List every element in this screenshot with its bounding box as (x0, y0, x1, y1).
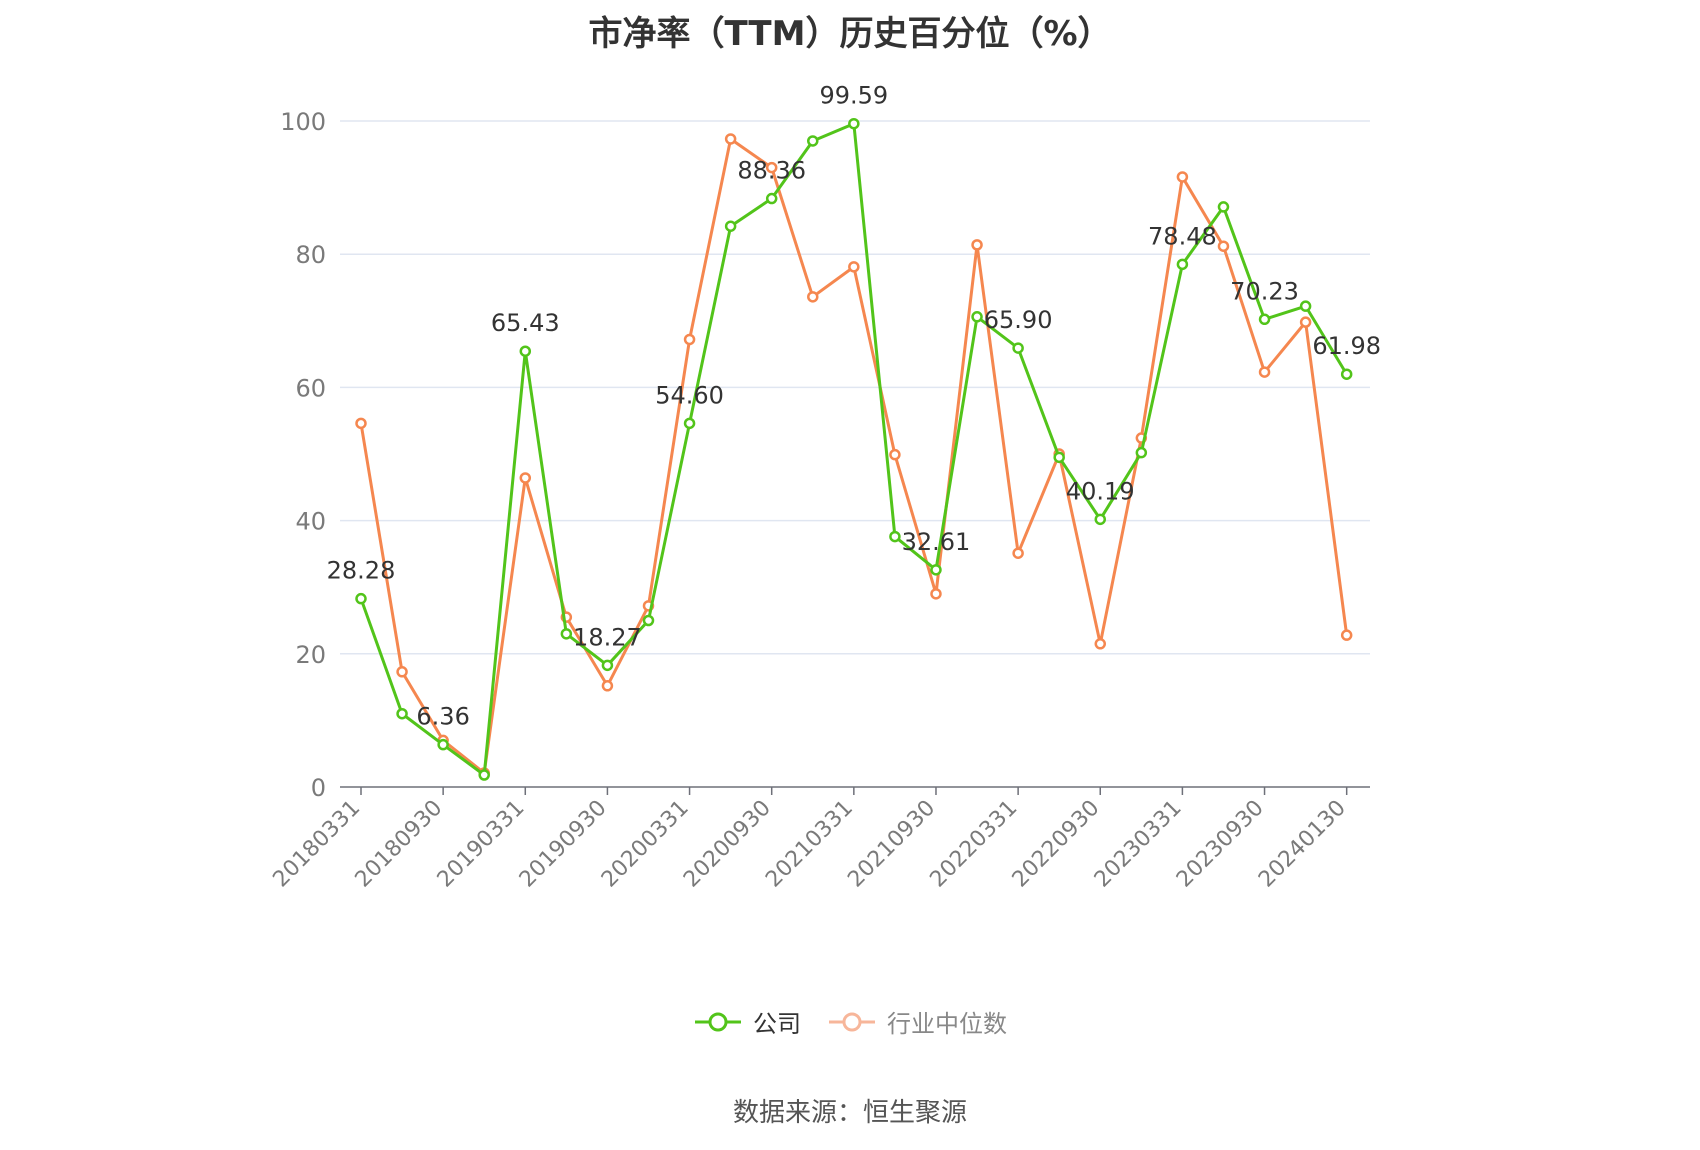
x-tick-label: 20240130 (1254, 796, 1351, 893)
data-point[interactable] (1299, 300, 1312, 312)
data-label: 32.61 (902, 528, 971, 556)
x-tick-label: 20200930 (679, 796, 776, 893)
y-tick-label: 0 (311, 774, 326, 802)
y-tick-label: 100 (280, 108, 326, 136)
data-label: 18.27 (573, 623, 642, 651)
data-label: 28.28 (327, 557, 396, 585)
x-tick-label: 20210930 (843, 796, 940, 893)
data-label: 54.60 (655, 381, 724, 409)
y-tick-label: 40 (295, 508, 326, 536)
data-point[interactable] (396, 707, 408, 720)
data-point[interactable] (765, 161, 778, 174)
data-point[interactable] (519, 345, 532, 357)
data-point[interactable] (355, 417, 367, 430)
data-label: 99.59 (819, 82, 888, 110)
data-point[interactable] (683, 417, 696, 430)
legend-company-marker (695, 1012, 741, 1031)
x-tick-label: 20230930 (1172, 796, 1269, 893)
data-point[interactable] (1012, 547, 1024, 559)
data-label: 65.43 (491, 309, 560, 337)
data-point[interactable] (1217, 240, 1230, 252)
legend-label-industry: 行业中位数 (887, 1010, 1007, 1038)
data-label: 6.36 (416, 703, 469, 731)
x-tick-label: 20220331 (926, 796, 1023, 893)
y-tick-label: 80 (295, 241, 326, 269)
series-lines (355, 117, 1353, 781)
data-point[interactable] (930, 564, 942, 576)
data-point[interactable] (889, 448, 901, 461)
data-point[interactable] (437, 738, 449, 751)
data-point[interactable] (724, 220, 737, 232)
data-point[interactable] (1094, 638, 1107, 650)
data-point[interactable] (1176, 258, 1189, 271)
legend-industry-marker (829, 1012, 875, 1031)
data-label: 70.23 (1230, 277, 1299, 305)
legend-item-industry[interactable]: 行业中位数 (827, 1004, 1007, 1039)
data-point[interactable] (1340, 629, 1353, 641)
x-tick-label: 20180930 (351, 796, 448, 893)
data-point[interactable] (971, 311, 983, 323)
data-point[interactable] (1012, 342, 1024, 354)
data-labels: 28.28 6.36 65.43 18.27 54.60 88.36 99.59 32.61 6… (327, 82, 1381, 731)
data-point[interactable] (1299, 316, 1312, 328)
data-point[interactable] (642, 614, 655, 627)
data-label: 40.19 (1066, 477, 1135, 505)
data-point[interactable] (765, 192, 778, 205)
x-tick-label: 20220930 (1008, 796, 1105, 893)
data-label: 61.98 (1312, 332, 1381, 360)
data-point[interactable] (724, 133, 737, 145)
legend: 公司 行业中位数 (0, 1004, 1700, 1039)
data-point[interactable] (601, 659, 614, 672)
data-point[interactable] (1135, 446, 1148, 459)
data-label: 78.48 (1148, 222, 1217, 250)
data-point[interactable] (683, 333, 696, 346)
data-point[interactable] (848, 261, 860, 273)
chart-title: 市净率（TTM）历史百分位（%） (588, 14, 1112, 54)
x-tick-label: 20190930 (515, 796, 612, 893)
x-tick-label: 20200331 (597, 796, 694, 893)
x-tick-label: 20230331 (1090, 796, 1187, 893)
x-tick-label: 20210331 (761, 796, 858, 893)
data-point[interactable] (396, 666, 408, 678)
data-point[interactable] (930, 588, 942, 600)
data-point[interactable] (1053, 451, 1065, 464)
data-point[interactable] (478, 769, 490, 781)
data-point[interactable] (971, 239, 983, 251)
data-point[interactable] (848, 117, 860, 130)
data-label: 65.90 (984, 306, 1053, 334)
data-point[interactable] (519, 472, 532, 484)
grid-lines (340, 120, 1370, 655)
data-point[interactable] (807, 291, 819, 303)
data-point[interactable] (807, 135, 819, 147)
y-tick-label: 20 (295, 641, 326, 669)
data-point[interactable] (1176, 171, 1189, 183)
data-point[interactable] (889, 530, 901, 543)
data-point[interactable] (1258, 366, 1271, 378)
data-point[interactable] (1217, 201, 1230, 213)
x-tick-label: 20180331 (268, 796, 365, 893)
legend-label-company: 公司 (753, 1010, 801, 1038)
legend-item-company[interactable]: 公司 (693, 1004, 801, 1039)
data-point[interactable] (1258, 313, 1271, 326)
y-tick-label: 60 (295, 374, 326, 402)
data-point[interactable] (1340, 368, 1353, 380)
data-point[interactable] (560, 628, 573, 640)
data-point[interactable] (601, 680, 614, 692)
data-label: 88.36 (737, 157, 806, 185)
data-source: 数据来源：恒生聚源 (732, 1098, 967, 1128)
data-point[interactable] (355, 592, 367, 605)
x-tick-label: 20190331 (433, 796, 530, 893)
data-point[interactable] (1094, 513, 1107, 526)
